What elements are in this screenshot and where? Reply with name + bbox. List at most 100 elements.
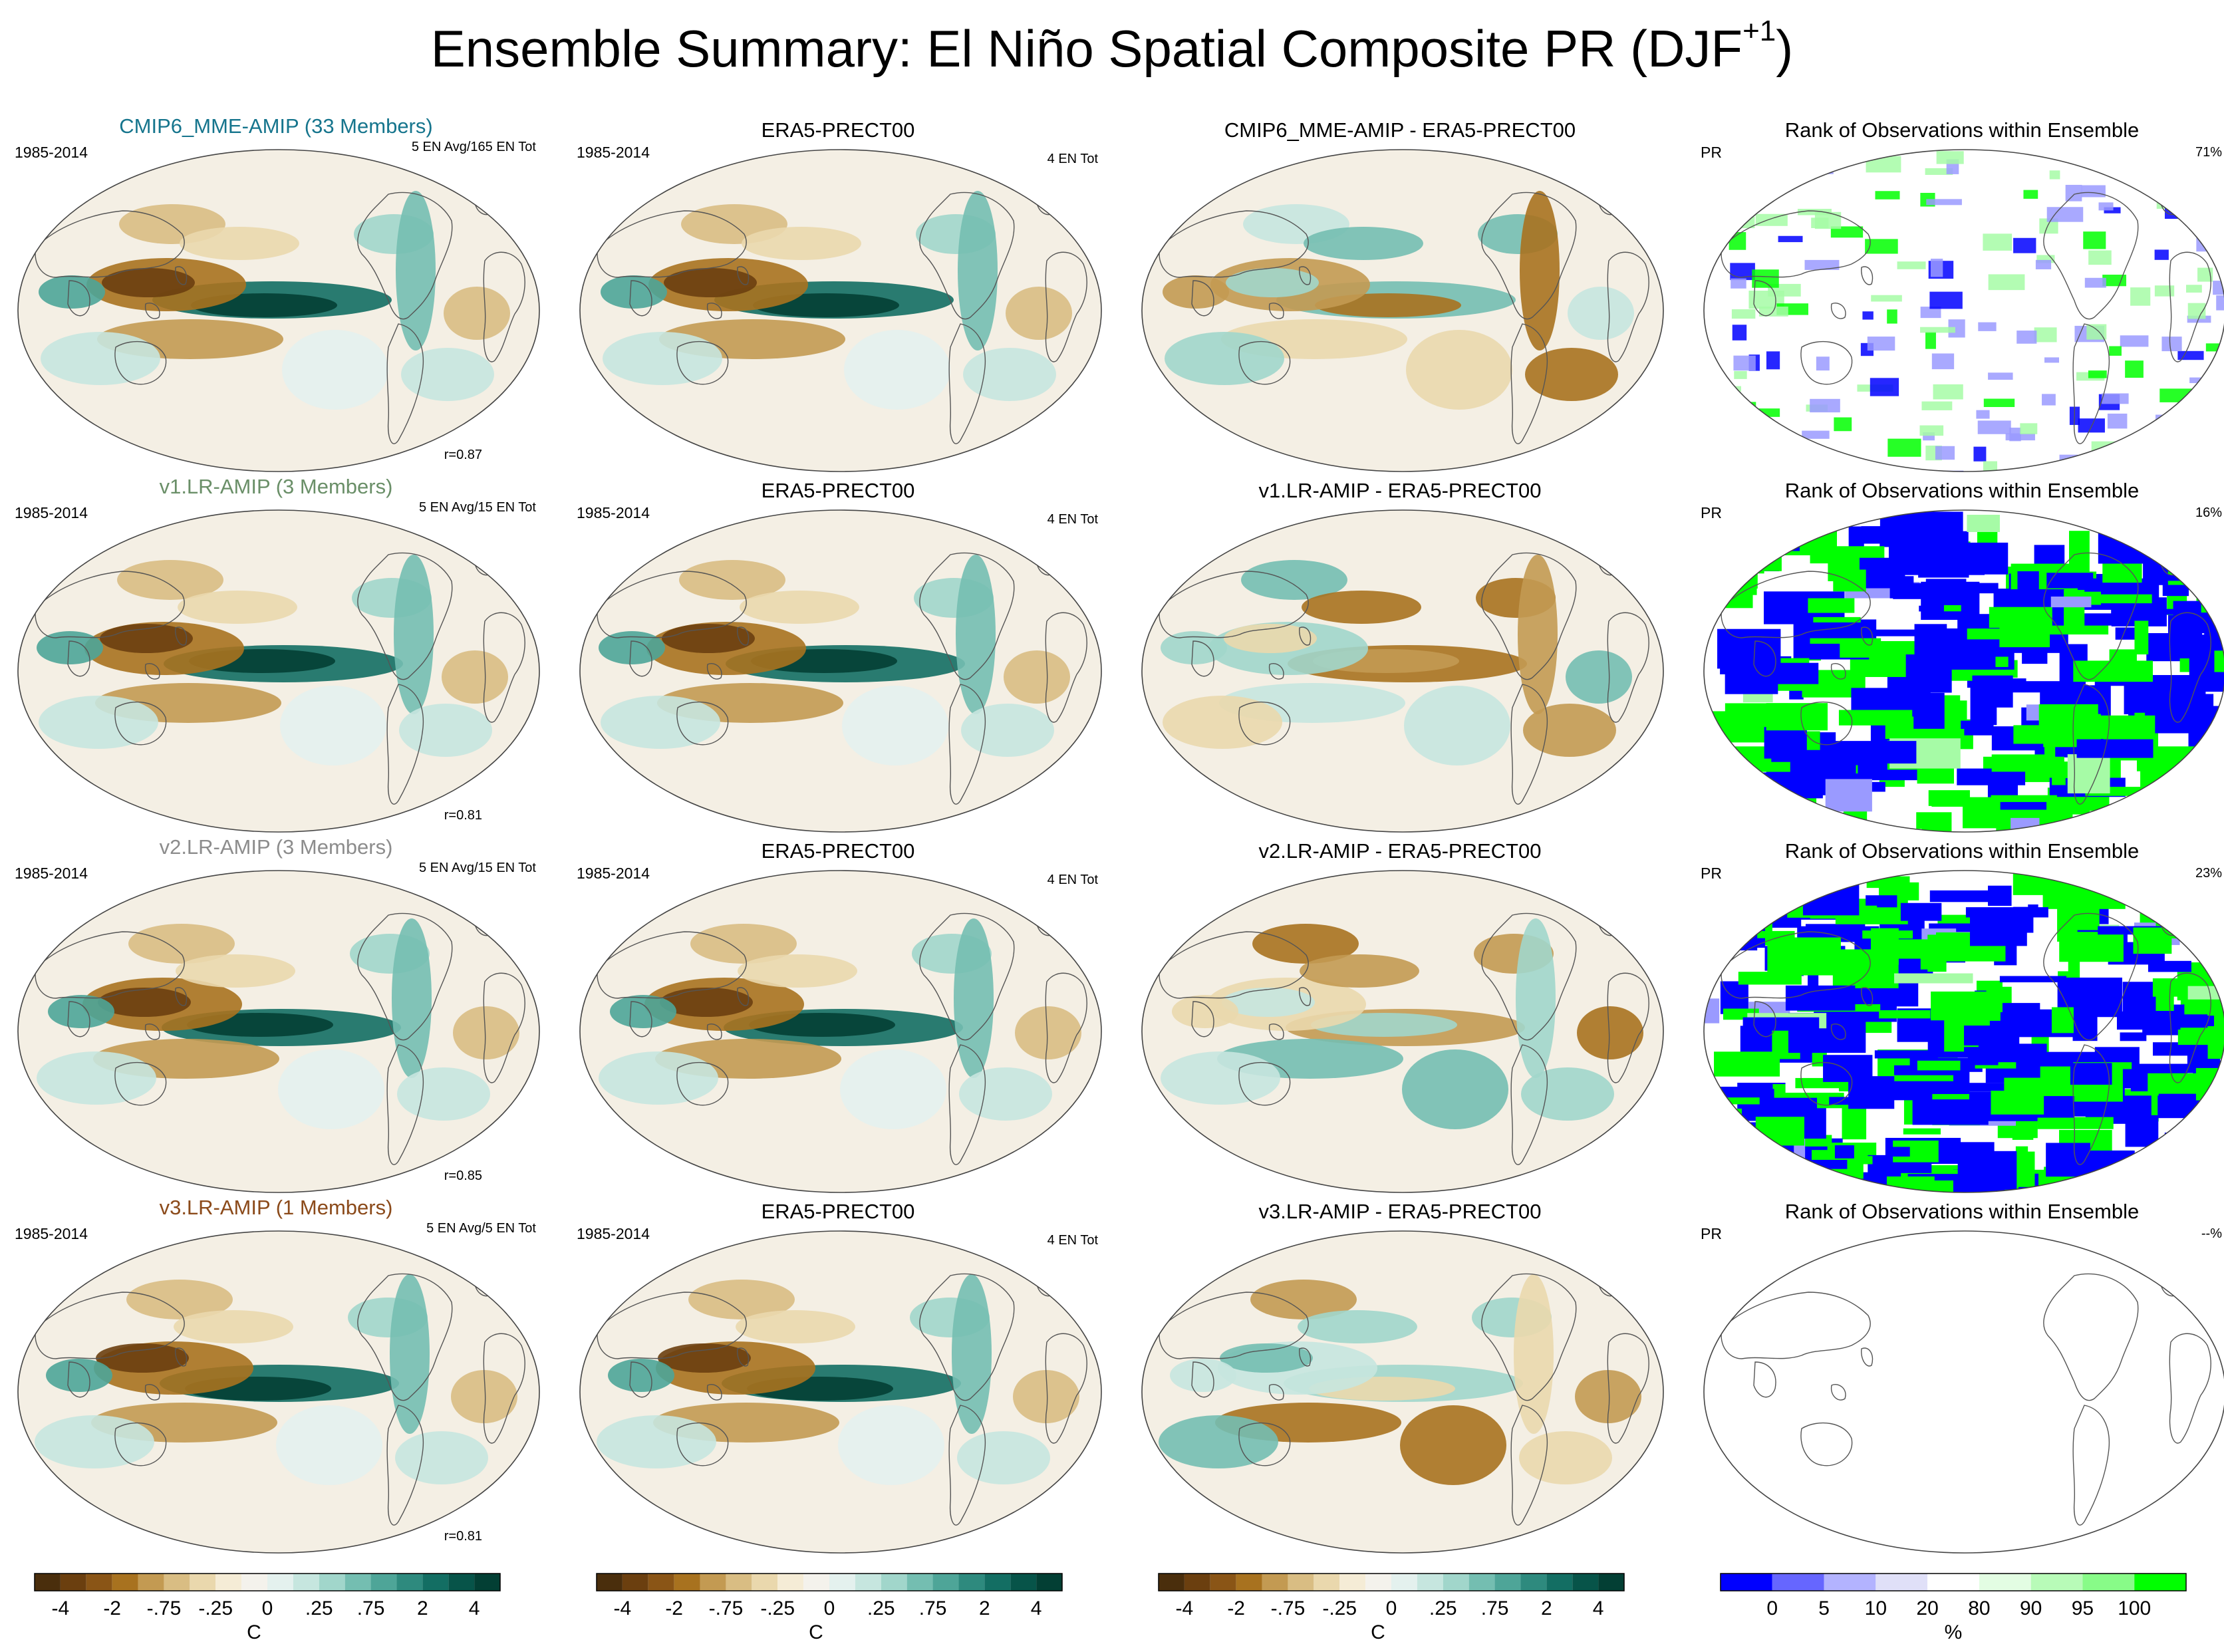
rank-panel-title: Rank of Observations within Ensemble (1784, 1200, 2140, 1223)
precip-anomaly-map (16, 1229, 541, 1555)
colorbar-tick-label: -.75 (709, 1597, 744, 1619)
colorbar-swatch (984, 1574, 1011, 1591)
colorbar-tick-label: .25 (1429, 1597, 1457, 1619)
colorbar-swatch (1314, 1574, 1340, 1591)
colorbar-tick-label: .75 (357, 1597, 385, 1619)
colorbar-swatch (1772, 1574, 1824, 1591)
colorbar-tick-label: 10 (1865, 1597, 1887, 1619)
event-count-label: 4 EN Tot (1047, 873, 1098, 887)
colorbar-tick-label: 2 (979, 1597, 990, 1619)
variable-label: PR (1701, 1225, 1722, 1242)
colorbar-swatch (112, 1574, 138, 1591)
rank-map (1702, 869, 2224, 1194)
diff-panel-title: v2.LR-AMIP - ERA5-PRECT00 (1258, 839, 1542, 863)
colorbar-tick-label: -4 (52, 1597, 70, 1619)
precip-anomaly-map (578, 1229, 1103, 1555)
colorbar-tick-label: .75 (1481, 1597, 1509, 1619)
colorbar-swatch (700, 1574, 726, 1591)
event-count-label: 4 EN Tot (1047, 1233, 1098, 1248)
colorbar-swatch (1365, 1574, 1391, 1591)
precip-anomaly-map (1140, 1229, 1665, 1555)
model-panel: v1.LR-AMIP (3 Members) 1985-2014 5 EN Avg/… (7, 474, 545, 836)
rank-panel: Rank of Observations within Ensemble PR --… (1693, 1194, 2224, 1557)
colorbar-swatch (855, 1574, 881, 1591)
colorbar-swatch (932, 1574, 959, 1591)
variable-label: PR (1701, 504, 1722, 521)
obs-panel-title: ERA5-PRECT00 (761, 118, 915, 142)
rank-percent-label: --% (2201, 1226, 2222, 1241)
diff-colorbar: -4 -2 -.75 -.25 0 .25 .75 2 4 C (1132, 1568, 1637, 1648)
diff-panel: v3.LR-AMIP - ERA5-PRECT00 (1131, 1194, 1669, 1557)
colorbar-swatch (1927, 1574, 1979, 1591)
obs-panel-title: ERA5-PRECT00 (761, 1200, 915, 1223)
colorbar-swatch (2082, 1574, 2135, 1591)
colorbar-swatch (319, 1574, 345, 1591)
precip-anomaly-map (578, 148, 1103, 474)
obs-panel: ERA5-PRECT00 1985-2014 4 EN Tot (569, 1194, 1107, 1557)
diff-panel-title: CMIP6_MME-AMIP - ERA5-PRECT00 (1224, 118, 1576, 142)
colorbar-tick-label: -.75 (147, 1597, 182, 1619)
diff-panel: CMIP6_MME-AMIP - ERA5-PRECT00 (1131, 113, 1669, 476)
colorbar-swatch (1417, 1574, 1443, 1591)
model-panel-title: CMIP6_MME-AMIP (33 Members) (119, 114, 433, 138)
pattern-correlation-label: r=0.85 (444, 1169, 482, 1183)
rank-map (1702, 508, 2224, 834)
event-count-label: 4 EN Tot (1047, 152, 1098, 166)
colorbar-swatch (190, 1574, 216, 1591)
period-label: 1985-2014 (15, 144, 88, 161)
model-panel: CMIP6_MME-AMIP (33 Members) 1985-2014 5 EN… (7, 113, 545, 476)
colorbar-swatch (674, 1574, 700, 1591)
colorbar-tick-label: -2 (1227, 1597, 1245, 1619)
colorbar-tick-label: 4 (1031, 1597, 1042, 1619)
precip-anomaly-map (578, 869, 1103, 1194)
colorbar-tick-label: .75 (919, 1597, 947, 1619)
colorbar-tick-label: -2 (665, 1597, 683, 1619)
rank-panel: Rank of Observations within Ensemble PR 23… (1693, 834, 2224, 1196)
colorbar-swatch (803, 1574, 829, 1591)
colorbar-swatch (448, 1574, 475, 1591)
rank-percent-label: 71% (2195, 145, 2222, 160)
rank-panel: Rank of Observations within Ensemble PR 71… (1693, 113, 2224, 476)
colorbar-swatch (1494, 1574, 1521, 1591)
colorbar-swatch (215, 1574, 242, 1591)
obs-panel: ERA5-PRECT00 1985-2014 4 EN Tot (569, 834, 1107, 1196)
model-panel-title: v2.LR-AMIP (3 Members) (159, 835, 393, 859)
colorbar-swatch (1262, 1574, 1288, 1591)
obs-colorbar: -4 -2 -.75 -.25 0 .25 .75 2 4 C (570, 1568, 1075, 1648)
colorbar-swatch (164, 1574, 190, 1591)
colorbar-swatch (1979, 1574, 2031, 1591)
model-panel: v3.LR-AMIP (1 Members) 1985-2014 5 EN Avg/… (7, 1194, 545, 1557)
event-count-label: 5 EN Avg/5 EN Tot (426, 1221, 536, 1236)
colorbar-tick-label: -.25 (760, 1597, 795, 1619)
colorbar-tick-label: 0 (262, 1597, 273, 1619)
colorbar-swatch (1598, 1574, 1624, 1591)
colorbar-swatch (2030, 1574, 2083, 1591)
period-label: 1985-2014 (15, 504, 88, 521)
colorbar-swatch (1520, 1574, 1547, 1591)
colorbar-swatch (138, 1574, 164, 1591)
period-label: 1985-2014 (577, 144, 650, 161)
event-count-label: 5 EN Avg/15 EN Tot (418, 861, 536, 875)
rank-panel-title: Rank of Observations within Ensemble (1784, 479, 2140, 502)
colorbar-swatch (1184, 1574, 1210, 1591)
colorbar-swatch (777, 1574, 804, 1591)
colorbar-swatch (422, 1574, 449, 1591)
colorbar-swatch (597, 1574, 623, 1591)
diff-panel: v1.LR-AMIP - ERA5-PRECT00 (1131, 474, 1669, 836)
colorbar-swatch (958, 1574, 985, 1591)
model-panel-title: v3.LR-AMIP (1 Members) (159, 1196, 393, 1219)
variable-label: PR (1701, 144, 1722, 161)
colorbar-swatch (396, 1574, 423, 1591)
colorbar-swatch (474, 1574, 500, 1591)
rank-colorbar: 0 5 10 20 80 90 95 100% (1694, 1568, 2199, 1648)
period-label: 1985-2014 (15, 865, 88, 882)
colorbar-swatch (1824, 1574, 1876, 1591)
rank-percent-label: 16% (2195, 505, 2222, 520)
colorbar-tick-label: 2 (1541, 1597, 1552, 1619)
colorbar-unit-label: C (1371, 1621, 1385, 1643)
colorbar-swatch (1721, 1574, 1772, 1591)
colorbar-tick-label: -.25 (198, 1597, 233, 1619)
colorbar-swatch (2134, 1574, 2186, 1591)
colorbar-tick-label: -.25 (1322, 1597, 1357, 1619)
